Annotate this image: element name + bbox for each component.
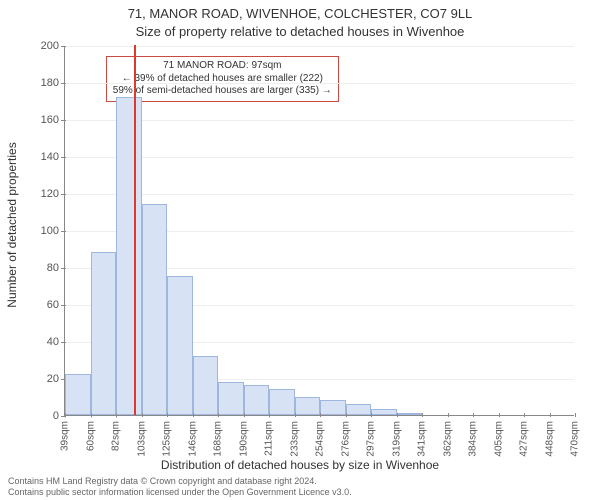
histogram-bar [193, 356, 219, 415]
annotation-line3: 59% of semi-detached houses are larger (… [113, 85, 332, 98]
histogram-bar [218, 382, 244, 415]
x-tick: 254sqm [315, 421, 326, 457]
y-tick: 120 [19, 188, 65, 200]
x-tick: 448sqm [544, 421, 555, 457]
y-tick: 0 [19, 410, 65, 422]
gridline [65, 83, 574, 84]
annotation-box: 71 MANOR ROAD: 97sqm ← 39% of detached h… [106, 56, 339, 102]
x-tick: 297sqm [366, 421, 377, 457]
histogram-bar [295, 397, 321, 416]
x-tick: 82sqm [111, 421, 122, 451]
histogram-bar [167, 276, 193, 415]
x-tick: 190sqm [238, 421, 249, 457]
plot-area: 71 MANOR ROAD: 97sqm ← 39% of detached h… [64, 46, 574, 416]
annotation-line1: 71 MANOR ROAD: 97sqm [113, 60, 332, 73]
histogram-bar [269, 389, 295, 415]
x-tick: 103sqm [136, 421, 147, 457]
x-tick: 146sqm [187, 421, 198, 457]
histogram-bar [91, 252, 117, 415]
x-tick: 233sqm [289, 421, 300, 457]
x-tick: 384sqm [468, 421, 479, 457]
footer-line2: Contains public sector information licen… [8, 487, 592, 498]
histogram-bar [244, 385, 270, 415]
chart-container: 71, MANOR ROAD, WIVENHOE, COLCHESTER, CO… [0, 0, 600, 500]
y-tick: 180 [19, 77, 65, 89]
histogram-bar [116, 97, 142, 415]
x-tick: 405sqm [493, 421, 504, 457]
histogram-bar [397, 413, 423, 415]
title-address: 71, MANOR ROAD, WIVENHOE, COLCHESTER, CO… [0, 6, 600, 21]
footer-attribution: Contains HM Land Registry data © Crown c… [8, 476, 592, 498]
y-tick: 60 [19, 299, 65, 311]
y-tick: 80 [19, 262, 65, 274]
x-tick: 470sqm [570, 421, 581, 457]
footer-line1: Contains HM Land Registry data © Crown c… [8, 476, 592, 487]
title-subtitle: Size of property relative to detached ho… [0, 24, 600, 39]
x-tick: 168sqm [213, 421, 224, 457]
marker-line [134, 45, 136, 415]
y-tick: 200 [19, 40, 65, 52]
histogram-bar [65, 374, 91, 415]
x-tick: 427sqm [519, 421, 530, 457]
x-tick: 319sqm [391, 421, 402, 457]
histogram-bar [371, 409, 397, 415]
x-tick: 362sqm [442, 421, 453, 457]
x-tick: 39sqm [60, 421, 71, 451]
histogram-bar [320, 400, 346, 415]
histogram-bar [346, 404, 372, 415]
x-tick: 211sqm [264, 421, 275, 456]
y-axis-label: Number of detached properties [5, 142, 19, 307]
x-tick: 125sqm [162, 421, 173, 457]
y-tick: 40 [19, 336, 65, 348]
y-tick: 100 [19, 225, 65, 237]
histogram-bar [142, 204, 168, 415]
y-tick: 160 [19, 114, 65, 126]
x-axis-label: Distribution of detached houses by size … [0, 458, 600, 472]
y-tick: 20 [19, 373, 65, 385]
gridline [65, 46, 574, 47]
x-tick: 60sqm [85, 421, 96, 451]
y-tick: 140 [19, 151, 65, 163]
x-tick: 341sqm [417, 421, 428, 457]
x-tick: 276sqm [340, 421, 351, 457]
